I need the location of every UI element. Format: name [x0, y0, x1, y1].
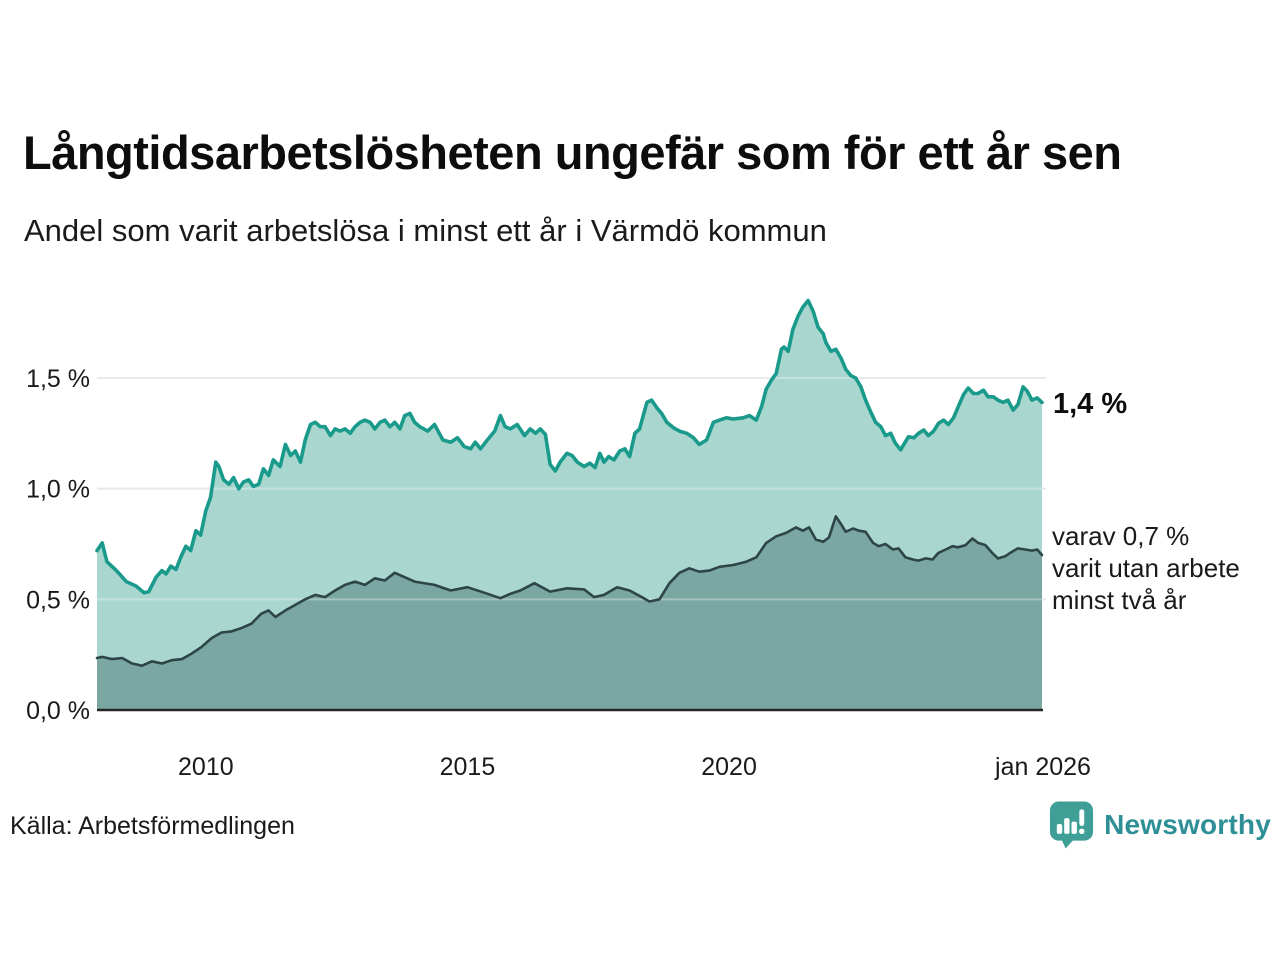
y-tick-label: 1,0 % [26, 476, 90, 504]
newsworthy-brand: Newsworthy [1048, 799, 1271, 851]
end-value-label: 1,4 % [1053, 388, 1128, 420]
y-tick-label: 0,5 % [26, 586, 90, 614]
secondary-annotation: varav 0,7 % varit utan arbete minst två … [1052, 520, 1240, 616]
area-lower-series [97, 516, 1042, 710]
line-lower-series [95, 515, 1044, 667]
x-tick-label: jan 2026 [994, 753, 1091, 781]
chart-subtitle: Andel som varit arbetslösa i minst ett å… [24, 213, 827, 248]
newsworthy-wordmark: Newsworthy [1104, 809, 1271, 840]
newsworthy-logo-icon [1050, 801, 1094, 849]
x-tick-label: 2015 [440, 753, 496, 781]
x-tick-label: 2020 [701, 753, 757, 781]
secondary-annotation-line: varit utan arbete [1052, 553, 1240, 583]
x-tick-label: 2010 [178, 753, 234, 781]
y-tick-label: 1,5 % [26, 365, 90, 393]
line-upper-series [95, 298, 1044, 595]
secondary-annotation-line: minst två år [1052, 585, 1187, 615]
chart-title: Långtidsarbetslösheten ungefär som för e… [23, 126, 1122, 179]
secondary-annotation-line: varav 0,7 % [1052, 521, 1190, 551]
source-attribution: Källa: Arbetsförmedlingen [10, 812, 295, 840]
y-tick-label: 0,0 % [26, 697, 90, 725]
